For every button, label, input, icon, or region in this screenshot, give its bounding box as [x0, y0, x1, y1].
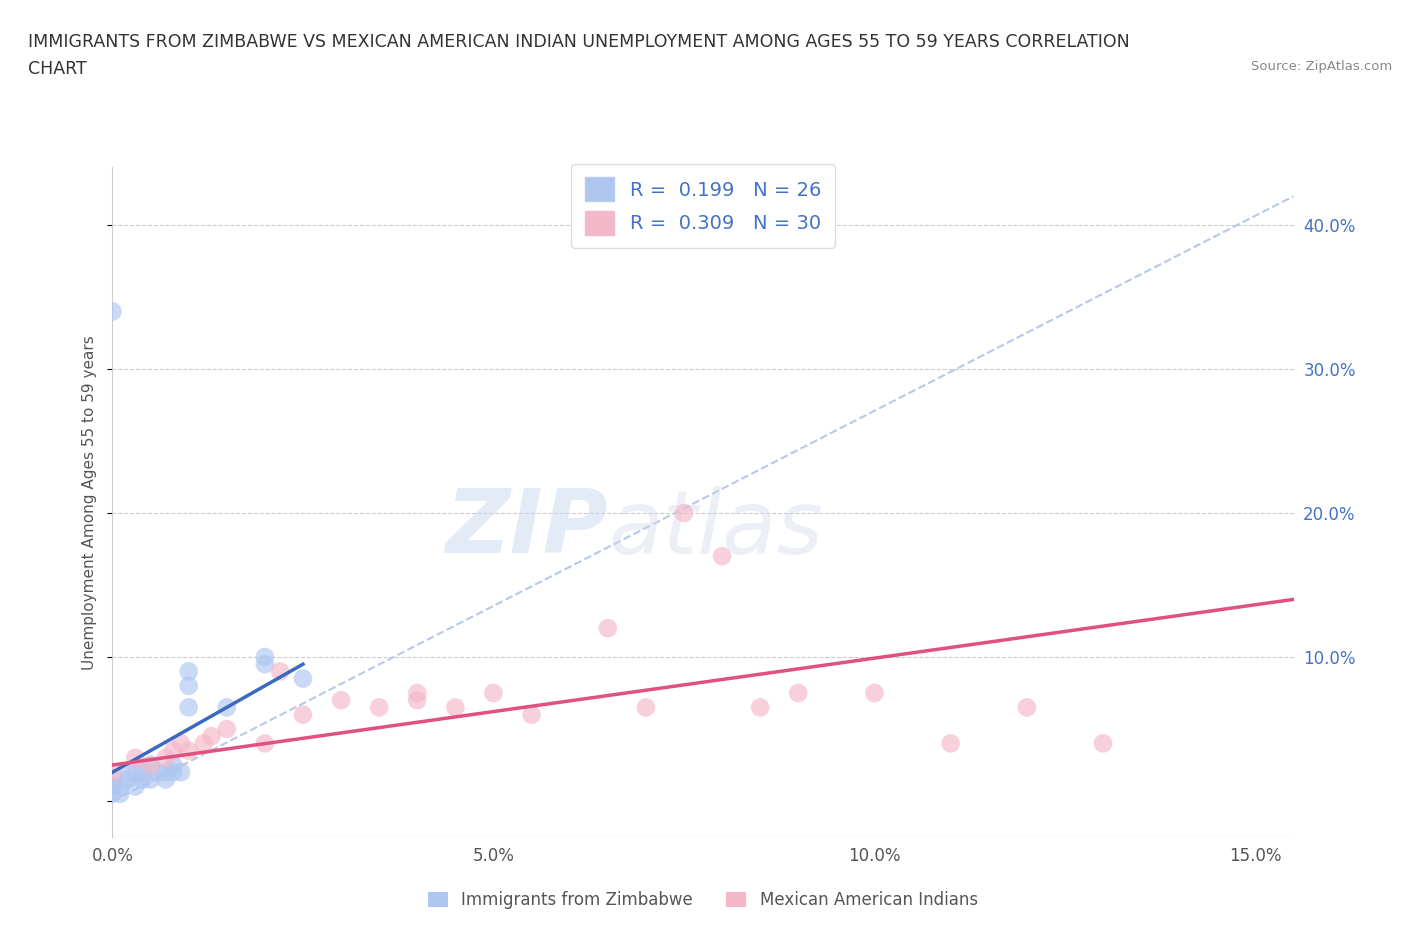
- Point: [253, 657, 276, 671]
- Point: [162, 758, 184, 773]
- Point: [155, 764, 177, 779]
- Text: IMMIGRANTS FROM ZIMBABWE VS MEXICAN AMERICAN INDIAN UNEMPLOYMENT AMONG AGES 55 T: IMMIGRANTS FROM ZIMBABWE VS MEXICAN AMER…: [28, 33, 1130, 50]
- Point: [101, 779, 124, 794]
- Point: [139, 758, 162, 773]
- Point: [148, 764, 170, 779]
- Point: [101, 304, 124, 319]
- Point: [787, 685, 810, 700]
- Y-axis label: Unemployment Among Ages 55 to 59 years: Unemployment Among Ages 55 to 59 years: [82, 335, 97, 670]
- Point: [155, 772, 177, 787]
- Text: ZIP: ZIP: [446, 485, 609, 573]
- Point: [108, 787, 131, 802]
- Point: [117, 764, 139, 779]
- Point: [117, 772, 139, 787]
- Point: [482, 685, 505, 700]
- Point: [291, 671, 314, 686]
- Point: [101, 772, 124, 787]
- Point: [177, 700, 200, 715]
- Point: [253, 649, 276, 664]
- Point: [444, 700, 467, 715]
- Point: [170, 736, 193, 751]
- Text: atlas: atlas: [609, 486, 824, 572]
- Point: [155, 751, 177, 765]
- Point: [291, 707, 314, 722]
- Point: [132, 772, 155, 787]
- Point: [939, 736, 962, 751]
- Text: Source: ZipAtlas.com: Source: ZipAtlas.com: [1251, 60, 1392, 73]
- Point: [200, 729, 222, 744]
- Point: [711, 549, 734, 564]
- Point: [253, 736, 276, 751]
- Point: [634, 700, 657, 715]
- Point: [177, 743, 200, 758]
- Point: [162, 764, 184, 779]
- Point: [596, 620, 619, 635]
- Point: [520, 707, 543, 722]
- Point: [368, 700, 391, 715]
- Point: [124, 779, 146, 794]
- Point: [863, 685, 886, 700]
- Text: CHART: CHART: [28, 60, 87, 78]
- Point: [177, 678, 200, 693]
- Point: [330, 693, 353, 708]
- Point: [749, 700, 772, 715]
- Point: [162, 743, 184, 758]
- Point: [672, 506, 695, 521]
- Point: [101, 787, 124, 802]
- Point: [139, 772, 162, 787]
- Point: [215, 722, 238, 737]
- Point: [101, 764, 124, 779]
- Point: [124, 764, 146, 779]
- Point: [124, 751, 146, 765]
- Point: [1015, 700, 1038, 715]
- Legend: Immigrants from Zimbabwe, Mexican American Indians: Immigrants from Zimbabwe, Mexican Americ…: [422, 884, 984, 916]
- Point: [177, 664, 200, 679]
- Point: [406, 685, 429, 700]
- Point: [215, 700, 238, 715]
- Point: [170, 764, 193, 779]
- Point: [406, 693, 429, 708]
- Point: [193, 736, 215, 751]
- Point: [1092, 736, 1115, 751]
- Point: [108, 779, 131, 794]
- Point: [139, 758, 162, 773]
- Point: [132, 764, 155, 779]
- Point: [269, 664, 291, 679]
